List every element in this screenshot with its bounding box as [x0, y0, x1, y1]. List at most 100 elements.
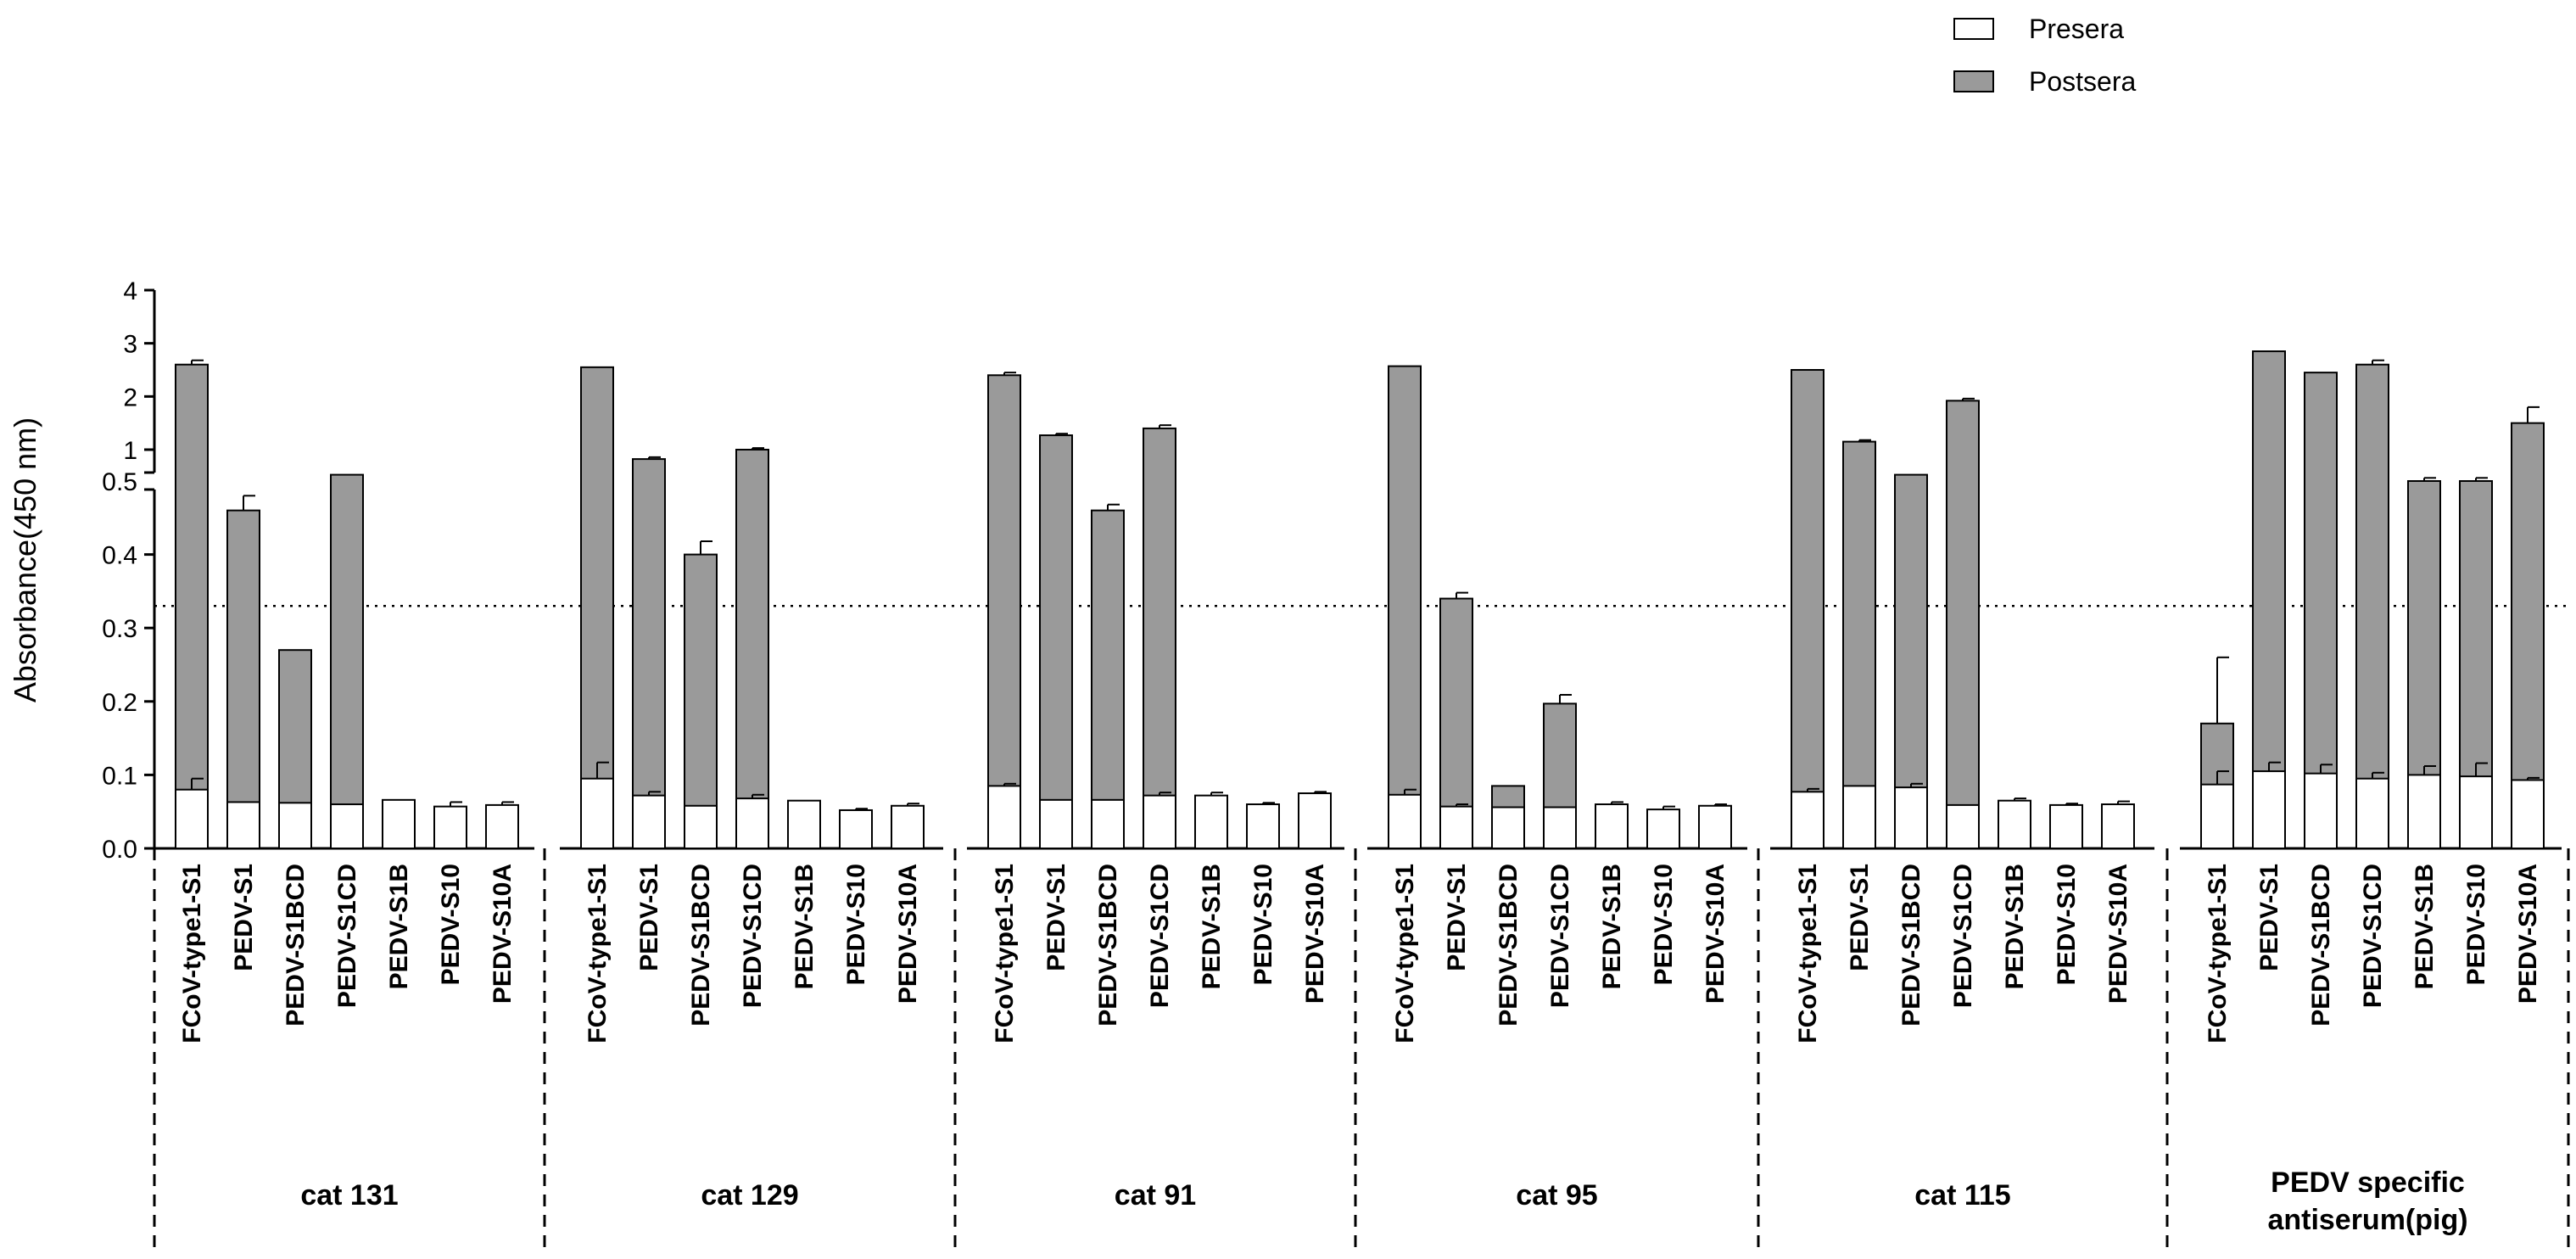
x-tick-label: PEDV-S1CD	[1546, 864, 1574, 1008]
presera-bar	[580, 777, 614, 849]
group-label: cat 131	[300, 1179, 398, 1211]
x-tick-label: PEDV-S10A	[2104, 864, 2132, 1004]
x-tick-label: PEDV-S1B	[1198, 864, 1226, 989]
presera-bar	[382, 798, 416, 849]
x-tick-label: PEDV-S1CD	[739, 864, 767, 1008]
postsera-bar	[987, 374, 1021, 849]
legend-label: Postsera	[2029, 66, 2136, 97]
postsera-bar	[684, 553, 718, 849]
postsera-bar	[1039, 434, 1073, 850]
y-tick-label: 1	[123, 437, 137, 465]
presera-bar	[1143, 794, 1176, 850]
presera-bar	[735, 797, 769, 849]
x-tick-label: PEDV-S1B	[385, 864, 413, 989]
group-label: cat 115	[1914, 1179, 2010, 1211]
presera-bar	[2252, 770, 2286, 850]
presera-bar	[2101, 803, 2135, 849]
presera-bar	[1698, 804, 1732, 849]
postsera-bar	[735, 449, 769, 849]
presera-bar	[2304, 772, 2338, 850]
x-tick-label: PEDV-S1B	[791, 864, 819, 989]
group-labels: cat 131 cat 129 cat 91 cat 95 cat 115 PEDV sp…	[153, 848, 2570, 1247]
group-label: cat 95	[1516, 1179, 1597, 1211]
x-tick-label: FCoV-type1-S1	[1391, 864, 1419, 1044]
axis-break-gap	[142, 473, 2576, 490]
presera-bar	[684, 804, 718, 849]
presera-bar	[1842, 785, 1876, 850]
y-tick-label: 0.0	[102, 836, 137, 864]
x-tick-label: PEDV-S1BCD	[687, 864, 715, 1027]
legend: Presera Postsera	[1953, 14, 2136, 97]
y-tick-label: 0.2	[102, 689, 137, 717]
x-tick-label: PEDV-S10	[1650, 864, 1678, 985]
x-tick-label: PEDV-S1	[230, 864, 258, 971]
presera-bar	[1194, 794, 1228, 850]
y-tick-label: 3	[123, 331, 137, 359]
presera-bar	[1246, 803, 1280, 849]
presera-bar	[987, 785, 1021, 850]
presera-bar	[1998, 799, 2031, 850]
x-tick-label: PEDV-S1BCD	[1897, 864, 1925, 1027]
presera-bar	[1791, 791, 1824, 849]
presera-bar	[2511, 779, 2545, 849]
x-tick-label: PEDV-S1B	[2411, 864, 2439, 989]
x-tick-label: PEDV-S10	[2053, 864, 2081, 985]
x-tick-label: PEDV-S1CD	[1146, 864, 1174, 1008]
presera-bar	[2049, 803, 2083, 850]
x-tick-label: PEDV-S1	[1443, 864, 1471, 971]
group-label: antiserum(pig)	[2267, 1204, 2467, 1236]
postsera-bar	[330, 473, 364, 849]
y-tick-label: 0.5	[102, 468, 137, 496]
x-tick-label: FCoV-type1-S1	[584, 864, 612, 1044]
presera-bar	[226, 801, 260, 850]
x-tick-label: PEDV-S10	[437, 864, 465, 985]
presera-bar	[839, 809, 873, 850]
y-tick-label: 4	[123, 277, 137, 305]
x-tick-label: PEDV-S1B	[1598, 864, 1626, 989]
x-tick-label: PEDV-S1	[1042, 864, 1070, 971]
x-tick-label: PEDV-S1BCD	[1094, 864, 1122, 1027]
presera-bar	[1039, 798, 1073, 849]
presera-bar	[1388, 793, 1422, 849]
x-tick-label: PEDV-S10A	[894, 864, 922, 1004]
presera-bar	[1439, 805, 1473, 849]
postsera-bar	[1946, 400, 1980, 849]
presera-bar	[433, 805, 467, 849]
x-tick-label: PEDV-S1	[1846, 864, 1874, 971]
presera-bar	[2459, 775, 2493, 850]
presera-bar	[787, 799, 821, 850]
y-tick-label: 0.1	[102, 762, 137, 790]
x-tick-label: PEDV-S1B	[2001, 864, 2029, 989]
x-tick-label: PEDV-S1CD	[333, 864, 361, 1008]
x-tick-label: PEDV-S10A	[489, 864, 517, 1004]
presera-bar	[175, 788, 209, 849]
presera-bar	[1298, 792, 1332, 849]
presera-bar	[1946, 803, 1980, 850]
presera-bar	[330, 803, 364, 849]
group-label: cat 129	[701, 1179, 798, 1211]
x-tick-label: PEDV-S10	[1249, 864, 1277, 985]
x-tick-label: PEDV-S1BCD	[1495, 864, 1523, 1027]
group-label: cat 91	[1115, 1179, 1196, 1211]
x-tick-label: PEDV-S1BCD	[2307, 864, 2335, 1027]
presera-bar	[485, 803, 519, 850]
x-tick-labels: FCoV-type1-S1 PEDV-S1 PEDV-S1BCD PEDV-S1CD P…	[178, 864, 2542, 1044]
presera-bar	[1491, 806, 1525, 850]
postsera-bar	[1388, 365, 1422, 849]
postsera-bar	[1143, 427, 1176, 849]
presera-bar	[1595, 803, 1629, 849]
legend-swatch	[1953, 18, 1994, 40]
x-tick-label: FCoV-type1-S1	[1794, 864, 1822, 1044]
x-tick-label: PEDV-S1	[2255, 864, 2283, 971]
presera-bar	[1894, 786, 1928, 850]
y-tick-label: 0.3	[102, 615, 137, 643]
presera-bar	[2200, 783, 2234, 850]
presera-bar	[1091, 798, 1125, 849]
x-tick-label: PEDV-S10	[842, 864, 870, 985]
presera-bar	[2407, 774, 2441, 850]
y-tick-label: 0.4	[102, 542, 137, 570]
x-tick-label: PEDV-S10A	[2514, 864, 2542, 1004]
presera-bar	[278, 802, 312, 849]
x-tick-label: PEDV-S1CD	[2359, 864, 2387, 1008]
